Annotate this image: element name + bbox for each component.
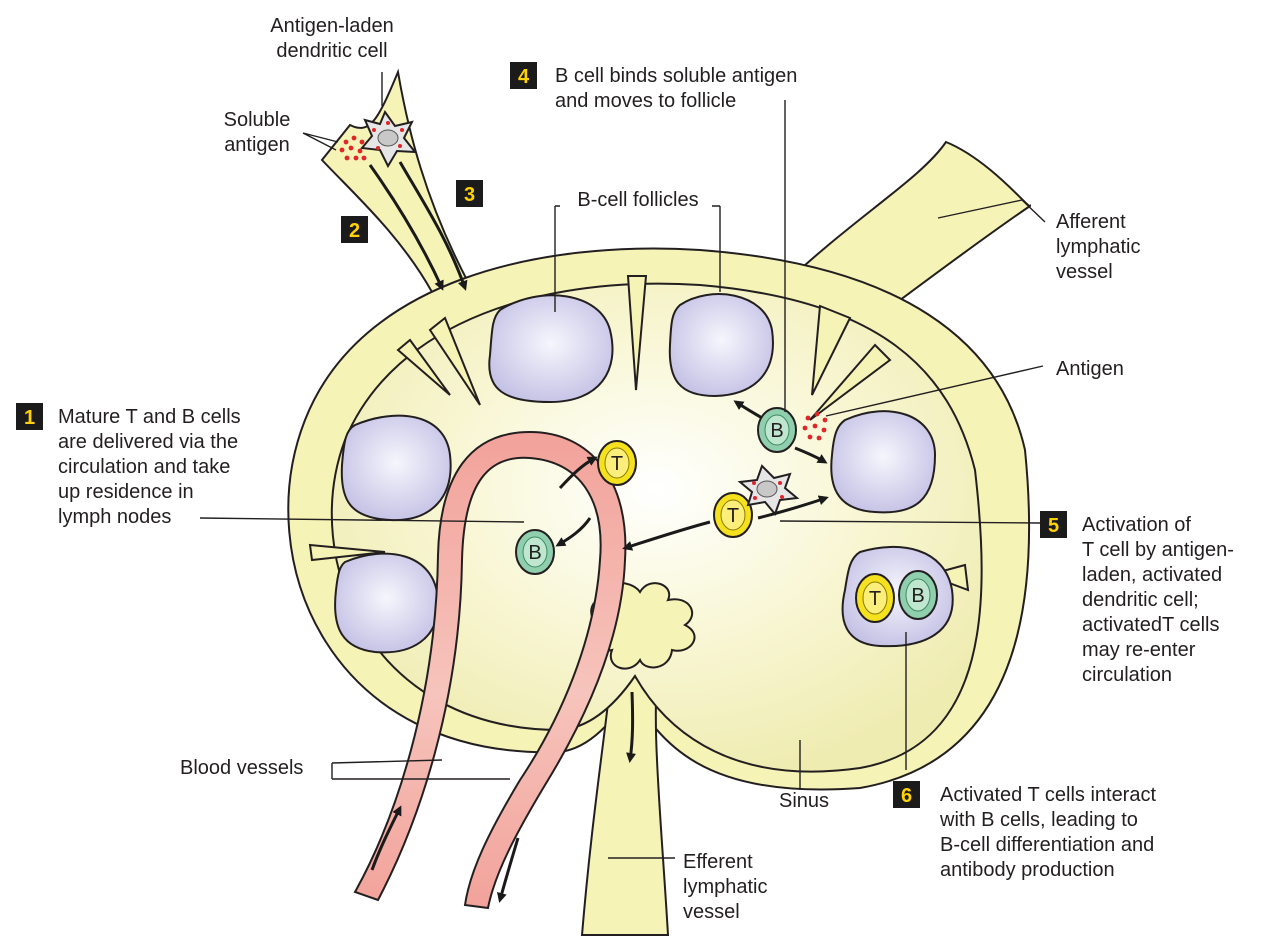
label-blood-vessels: Blood vessels bbox=[180, 757, 303, 779]
step-1-line3: circulation and take bbox=[58, 456, 230, 478]
step-3-number: 3 bbox=[464, 184, 475, 206]
label-efferent-line3: vessel bbox=[683, 901, 740, 923]
label-afferent-line1: Afferent bbox=[1056, 211, 1126, 233]
step-5-line1: Activation of bbox=[1082, 514, 1191, 536]
step-5-line7: circulation bbox=[1082, 664, 1172, 686]
afferent-lymphatic-vessel-left bbox=[320, 68, 470, 294]
step-5-number: 5 bbox=[1048, 515, 1059, 537]
step-6-line2: with B cells, leading to bbox=[939, 809, 1138, 831]
label-dc-line2: dendritic cell bbox=[276, 40, 387, 62]
step-1-line4: up residence in bbox=[58, 481, 194, 503]
step-5-line6: may re-enter bbox=[1082, 639, 1196, 661]
follicle-bottom-left bbox=[334, 552, 440, 654]
t-cell-center: T bbox=[713, 492, 753, 538]
label-afferent-line3: vessel bbox=[1056, 261, 1113, 283]
follicle-top-right bbox=[668, 293, 774, 398]
b-cell-antigen-binding: B bbox=[757, 407, 797, 453]
t-cell-follicle: T bbox=[855, 573, 895, 623]
follicle-top-left bbox=[488, 294, 614, 404]
step-4-number: 4 bbox=[518, 66, 530, 88]
labels: Antigen-laden dendritic cell Soluble ant… bbox=[180, 15, 1140, 923]
label-soluble-line1: Soluble bbox=[224, 109, 291, 131]
t-cell-top: T bbox=[597, 440, 637, 486]
step-5-line2: T cell by antigen- bbox=[1082, 539, 1234, 561]
label-b-cell-follicles: B-cell follicles bbox=[577, 189, 698, 211]
label-sinus: Sinus bbox=[779, 790, 829, 812]
step-4: 4 B cell binds soluble antigen and moves… bbox=[510, 62, 797, 112]
label-antigen: Antigen bbox=[1056, 358, 1124, 380]
movement-arrows bbox=[368, 161, 829, 903]
step-1-line2: are delivered via the bbox=[58, 431, 238, 453]
follicle-left bbox=[340, 414, 452, 522]
step-1: 1 Mature T and B cells are delivered via… bbox=[16, 403, 241, 528]
step-6-line1: Activated T cells interact bbox=[940, 784, 1156, 806]
step-4-line2: and moves to follicle bbox=[555, 90, 736, 112]
b-cell-antigen-letter: B bbox=[770, 420, 783, 442]
lymph-node-interior bbox=[308, 275, 983, 773]
step-2: 2 bbox=[341, 216, 368, 243]
step-6-line3: B-cell differentiation and bbox=[940, 834, 1154, 856]
step-6-line4: antibody production bbox=[940, 859, 1115, 881]
step-5: 5 Activation of T cell by antigen- laden… bbox=[1040, 511, 1234, 686]
blood-vessel-loop bbox=[353, 430, 627, 910]
step-1-line5: lymph nodes bbox=[58, 506, 171, 528]
t-cell-follicle-letter: T bbox=[869, 588, 881, 610]
step-4-line1: B cell binds soluble antigen bbox=[555, 65, 797, 87]
step-6: 6 Activated T cells interact with B cell… bbox=[893, 781, 1156, 881]
step-5-line5: activatedT cells bbox=[1082, 614, 1219, 636]
step-6-number: 6 bbox=[901, 785, 912, 807]
b-cell-follicle-letter: B bbox=[911, 585, 924, 607]
dendritic-cell-vessel bbox=[360, 109, 418, 169]
t-cell-top-letter: T bbox=[611, 453, 623, 475]
b-cell-follicle: B bbox=[898, 570, 938, 620]
step-2-number: 2 bbox=[349, 220, 360, 242]
soluble-antigen-dots-node bbox=[802, 411, 828, 441]
follicle-right bbox=[830, 410, 937, 514]
step-5-line4: dendritic cell; bbox=[1082, 589, 1199, 611]
leader-lines bbox=[199, 72, 1046, 859]
label-soluble-line2: antigen bbox=[224, 134, 290, 156]
label-afferent-line2: lymphatic bbox=[1056, 236, 1140, 258]
label-dc-line1: Antigen-laden bbox=[270, 15, 393, 37]
step-3: 3 bbox=[456, 180, 483, 207]
label-efferent-line2: lymphatic bbox=[683, 876, 767, 898]
label-efferent-line1: Efferent bbox=[683, 851, 753, 873]
step-1-line1: Mature T and B cells bbox=[58, 406, 241, 428]
b-cell-center-letter: B bbox=[528, 542, 541, 564]
step-1-number: 1 bbox=[24, 407, 35, 429]
step-5-line3: laden, activated bbox=[1082, 564, 1222, 586]
soluble-antigen-dots-vessel bbox=[339, 135, 367, 161]
t-cell-center-letter: T bbox=[727, 505, 739, 527]
b-cell-center: B bbox=[515, 529, 555, 575]
